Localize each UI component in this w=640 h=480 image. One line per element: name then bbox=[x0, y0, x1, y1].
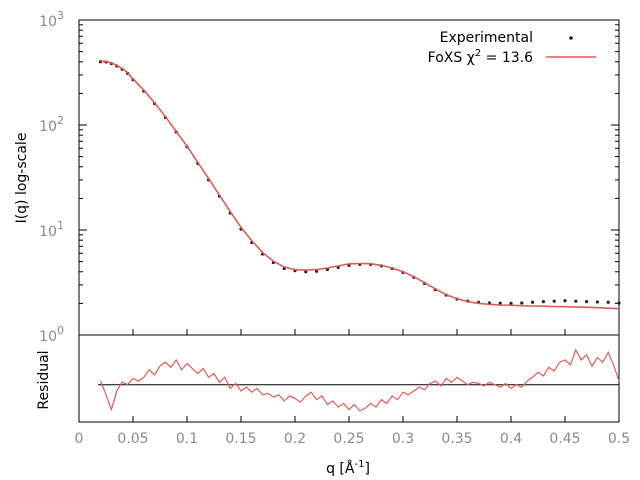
legend-label-experimental: Experimental bbox=[440, 30, 533, 46]
experimental-point bbox=[541, 300, 546, 304]
x-tick-label: 0.1 bbox=[176, 431, 198, 447]
experimental-point bbox=[520, 301, 524, 305]
x-tick-label: 0.05 bbox=[117, 431, 148, 447]
x-tick-label: 0.3 bbox=[392, 431, 414, 447]
legend-marker-experimental bbox=[569, 36, 573, 40]
intensity-series bbox=[99, 60, 621, 310]
intensity-y-axis-label: I(q) log-scale bbox=[14, 133, 30, 224]
x-tick-label: 0.45 bbox=[549, 431, 580, 447]
chart-legend: Experimental FoXS χ2 = 13.6 bbox=[428, 30, 596, 66]
experimental-point bbox=[498, 301, 502, 305]
q-axis-label-prefix: q [Å bbox=[326, 460, 355, 477]
experimental-point bbox=[509, 301, 513, 305]
experimental-point bbox=[595, 300, 600, 304]
residual-y-axis-label: Residual bbox=[36, 350, 52, 409]
x-tick-label: 0 bbox=[75, 431, 84, 447]
y-tick-label: 103 bbox=[39, 9, 64, 30]
x-tick-label: 0.25 bbox=[333, 431, 364, 447]
q-axis-label: q [Å-1] bbox=[326, 459, 370, 477]
experimental-point bbox=[552, 299, 556, 303]
residual-panel: 0 0.05 0.1 0.15 0.2 0.25 0.3 0.35 0.4 0.45 0.5 Res… bbox=[36, 329, 630, 477]
intensity-y-axis: 100 101 102 103 bbox=[39, 9, 619, 345]
q-axis-label-superscript: -1 bbox=[354, 459, 364, 470]
experimental-point bbox=[606, 300, 610, 304]
x-tick-label: 0.4 bbox=[500, 431, 522, 447]
y-tick-label: 102 bbox=[39, 114, 64, 135]
q-axis-label-suffix: ] bbox=[364, 461, 369, 477]
legend-label-foxs-prefix: FoXS χ bbox=[428, 50, 475, 66]
experimental-point bbox=[617, 301, 621, 305]
foxs-fit-line bbox=[100, 60, 620, 310]
legend-label-foxs: FoXS χ2 = 13.6 bbox=[428, 48, 533, 66]
legend-label-foxs-superscript: 2 bbox=[475, 48, 481, 59]
legend-label-foxs-suffix: = 13.6 bbox=[481, 50, 533, 66]
intensity-plot-frame bbox=[78, 19, 620, 336]
x-tick-label: 0.15 bbox=[225, 431, 256, 447]
y-tick-label: 100 bbox=[39, 324, 64, 345]
x-tick-label: 0.2 bbox=[284, 431, 306, 447]
y-tick-label: 101 bbox=[39, 219, 64, 240]
experimental-point bbox=[531, 300, 535, 304]
residual-series bbox=[100, 348, 620, 412]
experimental-point bbox=[574, 299, 578, 303]
experimental-point bbox=[304, 270, 308, 274]
experimental-point bbox=[563, 299, 567, 303]
experimental-point bbox=[585, 300, 589, 304]
x-tick-label: 0.35 bbox=[441, 431, 472, 447]
q-axis-ticks: 0 0.05 0.1 0.15 0.2 0.25 0.3 0.35 0.4 0.45 0.5 bbox=[75, 329, 630, 447]
residual-line bbox=[100, 348, 620, 412]
intensity-panel: 100 101 102 103 I(q) log-scale Experimental… bbox=[14, 9, 621, 345]
x-tick-label: 0.5 bbox=[608, 431, 630, 447]
